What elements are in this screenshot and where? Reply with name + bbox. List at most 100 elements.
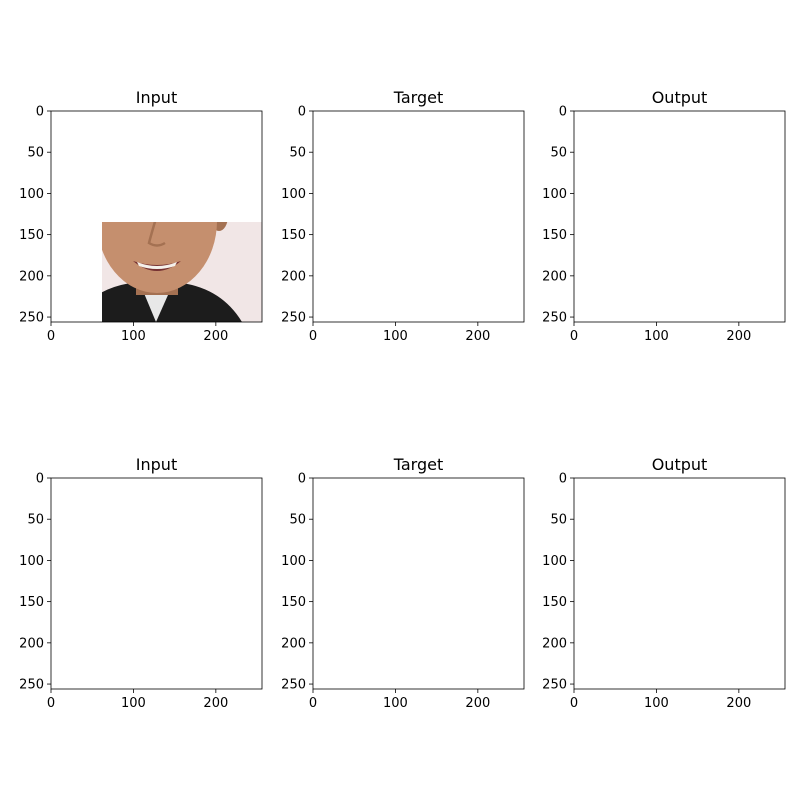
y-tick-label: 50 xyxy=(550,146,567,161)
background-logo xyxy=(471,484,519,532)
neck xyxy=(659,261,701,295)
eyebrow-right xyxy=(431,197,459,201)
background-shadow xyxy=(574,628,785,689)
panels: Input 0 100 200 0 50 100 150 200 250 Target 0 100 200… xyxy=(19,88,786,711)
beard-stubble xyxy=(367,608,471,668)
y-tick-label: 100 xyxy=(19,187,44,202)
pupil-left xyxy=(651,208,658,215)
teeth xyxy=(660,262,700,269)
eye-left xyxy=(122,574,140,583)
axes-frame xyxy=(312,477,525,690)
y-tick-label: 250 xyxy=(281,311,306,326)
eyebrow-right xyxy=(169,197,197,201)
y-tick-label: 150 xyxy=(281,595,306,610)
x-tick-label: 200 xyxy=(726,696,751,711)
shirt-collar xyxy=(141,653,172,689)
x-tick-label: 0 xyxy=(47,696,55,711)
image-background xyxy=(313,478,524,689)
x-tick-label: 0 xyxy=(570,696,578,711)
teeth xyxy=(137,629,177,636)
face-image xyxy=(313,111,524,322)
background-patch xyxy=(51,261,79,322)
eyebrow-right xyxy=(692,197,720,201)
nose xyxy=(411,582,427,613)
axes-frame xyxy=(312,110,525,323)
eye-left xyxy=(384,207,402,216)
pupil-right xyxy=(442,575,449,582)
panel-input-row-2: Input 0 100 200 0 50 100 150 200 250 xyxy=(19,455,263,711)
x-tick-label: 200 xyxy=(465,696,490,711)
x-tick-label: 0 xyxy=(309,329,317,344)
eyebrow-left xyxy=(379,197,407,201)
background-patch xyxy=(313,261,341,322)
y-tick-label: 0 xyxy=(36,472,44,487)
pupil-right xyxy=(703,575,710,582)
y-tick-label: 0 xyxy=(298,472,306,487)
shoulders xyxy=(594,650,765,689)
hair xyxy=(87,484,227,608)
face xyxy=(359,516,479,660)
background-patch xyxy=(313,111,347,145)
axes-frame xyxy=(50,477,263,690)
mouth xyxy=(133,628,181,638)
eye-right xyxy=(697,574,715,583)
pupil-right xyxy=(703,208,710,215)
pupil-right xyxy=(442,208,449,215)
shirt-collar xyxy=(664,653,695,689)
eyebrow-left xyxy=(640,197,668,201)
image-background xyxy=(313,111,524,322)
x-tick-label: 100 xyxy=(383,696,408,711)
shirt-collar xyxy=(403,653,434,689)
shoulders xyxy=(71,650,242,689)
x-tick-label: 0 xyxy=(570,329,578,344)
face xyxy=(620,149,740,293)
hair-fringe xyxy=(359,145,479,183)
face xyxy=(102,222,217,293)
y-tick-label: 150 xyxy=(19,595,44,610)
hair-fringe xyxy=(97,512,217,550)
y-tick-label: 250 xyxy=(542,678,567,693)
pupil-left xyxy=(390,575,397,582)
ear-right xyxy=(733,568,751,598)
ear-left xyxy=(609,201,627,231)
ear-right xyxy=(472,201,490,231)
y-tick-label: 100 xyxy=(19,554,44,569)
x-tick-label: 100 xyxy=(121,696,146,711)
axes-frame xyxy=(573,477,786,690)
teeth xyxy=(399,629,439,636)
y-tick-label: 0 xyxy=(36,105,44,120)
y-tick-label: 100 xyxy=(281,187,306,202)
ear-left xyxy=(86,568,104,598)
face-image xyxy=(51,478,262,689)
panel-output-row-1: Output 0 100 200 0 50 100 150 200 250 xyxy=(542,88,786,344)
axes-frame xyxy=(573,110,786,323)
eyebrow-right xyxy=(431,564,459,568)
y-tick-label: 50 xyxy=(550,513,567,528)
panel-input-row-1: Input 0 100 200 0 50 100 150 200 250 xyxy=(19,88,263,344)
shoulders xyxy=(333,283,504,322)
x-tick-label: 0 xyxy=(309,696,317,711)
y-tick-label: 200 xyxy=(19,636,44,651)
panel-title: Input xyxy=(136,455,177,474)
eye-left xyxy=(645,207,663,216)
y-tick-label: 50 xyxy=(27,513,44,528)
y-tick-label: 200 xyxy=(542,269,567,284)
y-tick-label: 50 xyxy=(289,146,306,161)
pupil-left xyxy=(390,208,397,215)
x-tick-label: 200 xyxy=(465,329,490,344)
panel-title: Output xyxy=(652,455,708,474)
pupil-left xyxy=(128,575,135,582)
y-tick-label: 100 xyxy=(542,554,567,569)
beard-stubble xyxy=(105,608,209,668)
ear-right xyxy=(733,201,751,231)
face-image xyxy=(313,478,524,689)
image-background xyxy=(574,111,785,322)
hair-fringe xyxy=(359,512,479,550)
shoulders xyxy=(594,283,765,322)
mouth xyxy=(395,628,443,638)
background-shadow xyxy=(313,628,524,689)
hair xyxy=(349,484,489,608)
y-tick-label: 100 xyxy=(542,187,567,202)
eyebrow-right xyxy=(692,564,720,568)
mouth xyxy=(656,261,704,271)
